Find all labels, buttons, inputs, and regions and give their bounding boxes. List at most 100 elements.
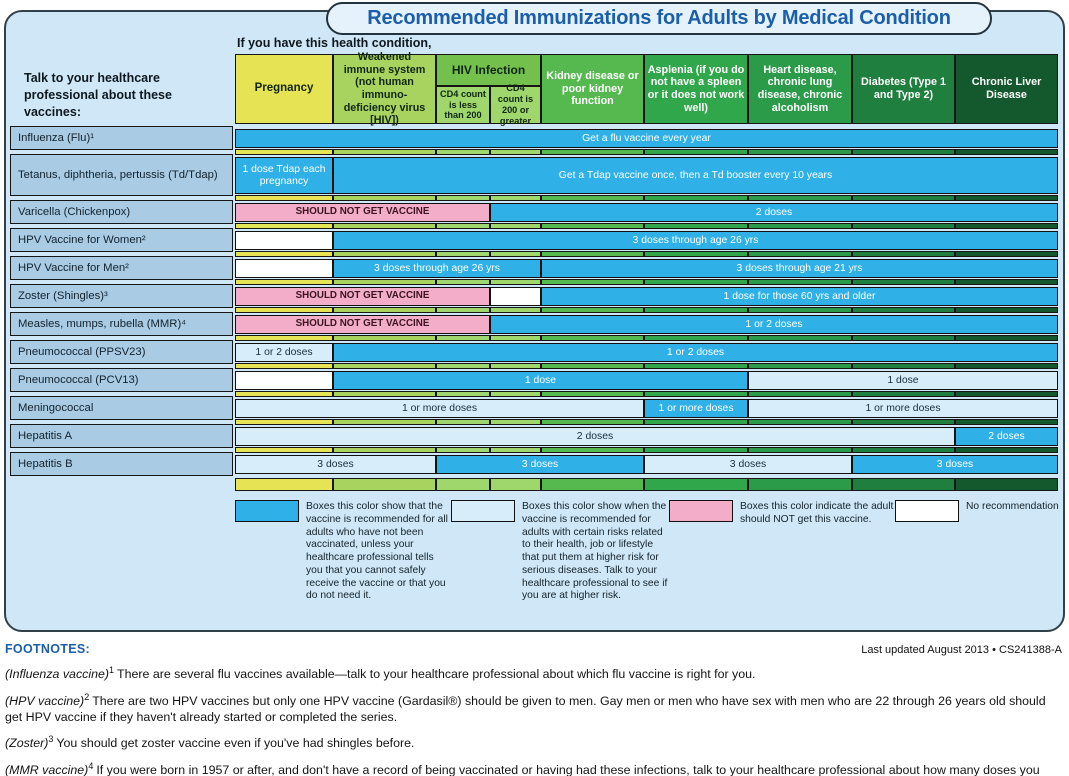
strip-segment [748, 363, 852, 369]
vaccine-prompt: Talk to your healthcare professional abo… [24, 71, 172, 119]
dose-cells: SHOULD NOT GET VACCINE 1 dose for those 6… [235, 287, 1059, 306]
strip-segment [235, 149, 333, 155]
vaccine-row: Meningococcal 1 or more doses 1 or more do… [10, 396, 1059, 420]
vaccine-row: Tetanus, diphtheria, pertussis (Td/Tdap)… [10, 154, 1059, 196]
strip-segment [235, 335, 333, 341]
column-color-strip [235, 251, 1059, 257]
vaccine-row-label: Meningococcal [10, 396, 233, 420]
strip-segment [333, 195, 436, 201]
strip-segment [436, 279, 490, 285]
strip-segment [490, 279, 541, 285]
footnote-lead: (Zoster) [5, 736, 49, 751]
column-color-strip [235, 335, 1059, 341]
strip-segment [644, 279, 748, 285]
strip-segment [541, 195, 644, 201]
strip-segment [333, 419, 436, 425]
table-header: Talk to your healthcare professional abo… [10, 51, 1059, 126]
vaccine-row-label: Pneumococcal (PCV13) [10, 368, 233, 392]
strip-segment [490, 363, 541, 369]
strip-segment [235, 251, 333, 257]
strip-segment [436, 223, 490, 229]
strip-segment [644, 335, 748, 341]
vaccine-row: Zoster (Shingles)³ SHOULD NOT GET VACCINE… [10, 284, 1059, 308]
footnote-lead: (HPV vaccine) [5, 693, 85, 708]
strip-segment [490, 149, 541, 155]
strip-segment [955, 447, 1058, 453]
strip-segment [490, 391, 541, 397]
column-header-asplenia: Asplenia (if you do not have a spleen or… [644, 54, 748, 124]
vaccine-row-label: Measles, mumps, rubella (MMR)⁴ [10, 312, 233, 336]
column-header-cd4-less-200: CD4 count is less than 200 [436, 86, 490, 124]
legend-text-recommended: Boxes this color show that the vaccine i… [306, 501, 448, 602]
legend-item-risk: Boxes this color show when the vaccine i… [451, 500, 669, 603]
strip-segment [644, 195, 748, 201]
column-header-chronic-liver: Chronic Liver Disease [955, 54, 1058, 124]
strip-segment [436, 149, 490, 155]
strip-segment [955, 223, 1058, 229]
column-color-strip [235, 419, 1059, 425]
footnote-mmr: (MMR vaccine)4 If you were born in 1957 o… [5, 761, 1062, 776]
strip-segment [490, 447, 541, 453]
strip-segment [852, 419, 955, 425]
legend-item-no-recommendation: No recommendation [895, 500, 1059, 603]
strip-segment [955, 195, 1058, 201]
footnote-text: There are two HPV vaccines but only one … [5, 693, 1046, 724]
strip-segment [748, 251, 852, 257]
footnote-lead: (MMR vaccine) [5, 763, 89, 776]
dose-cell-none [235, 259, 333, 278]
strip-segment [436, 447, 490, 453]
column-color-strip [235, 363, 1059, 369]
strip-segment [748, 279, 852, 285]
vaccine-row-label: HPV Vaccine for Women² [10, 228, 233, 252]
legend-text-risk: Boxes this color show when the vaccine i… [522, 501, 668, 602]
vaccine-row: HPV Vaccine for Women² 3 doses through ag… [10, 228, 1059, 252]
dose-cells: 1 dose 1 dose [235, 371, 1059, 390]
strip-segment [955, 279, 1058, 285]
dose-cell-rec: 1 or 2 doses [490, 315, 1058, 334]
vaccine-row: Measles, mumps, rubella (MMR)⁴ SHOULD NOT… [10, 312, 1059, 336]
dose-cell-rec: 1 or more doses [644, 399, 748, 418]
column-color-strip [235, 195, 1059, 201]
strip-segment [235, 223, 333, 229]
strip-segment [644, 447, 748, 453]
page-title-text: Recommended Immunizations for Adults by … [367, 7, 951, 29]
strip-segment [235, 478, 333, 491]
strip-segment [436, 307, 490, 313]
dose-cell-risk: 1 or 2 doses [235, 343, 333, 362]
strip-segment [436, 335, 490, 341]
strip-segment [748, 478, 852, 491]
dose-cell-rec: 1 or 2 doses [333, 343, 1058, 362]
strip-segment [235, 195, 333, 201]
strip-segment [644, 363, 748, 369]
dose-cells: 3 doses through age 26 yrs [235, 231, 1059, 250]
strip-segment [541, 478, 644, 491]
strip-segment [541, 279, 644, 285]
strip-segment [541, 149, 644, 155]
dose-cells: 3 doses through age 26 yrs 3 doses throug… [235, 259, 1059, 278]
column-color-strip [235, 307, 1059, 313]
dose-cells: Get a flu vaccine every year [235, 129, 1059, 148]
condition-prompt: If you have this health condition, [237, 36, 432, 50]
vaccine-row-label: Hepatitis A [10, 424, 233, 448]
dose-cell-rec: 3 doses through age 26 yrs [333, 231, 1058, 250]
dose-cells: SHOULD NOT GET VACCINE 1 or 2 doses [235, 315, 1059, 334]
strip-segment [955, 149, 1058, 155]
strip-segment [490, 419, 541, 425]
dose-cell-not: SHOULD NOT GET VACCINE [235, 315, 490, 334]
dose-cells: 3 doses 3 doses 3 doses 3 doses [235, 455, 1059, 474]
bottom-column-color-strip [235, 478, 1059, 491]
footnote-sup: 4 [88, 760, 94, 771]
footnote-sup: 2 [84, 691, 90, 702]
dose-cell-rec: Get a Tdap vaccine once, then a Td boost… [333, 157, 1058, 194]
strip-segment [541, 307, 644, 313]
strip-segment [490, 478, 541, 491]
strip-segment [436, 391, 490, 397]
footnotes-heading: FOOTNOTES: [5, 642, 90, 656]
dose-cells: 2 doses 2 doses [235, 427, 1059, 446]
strip-segment [541, 447, 644, 453]
page-title: Recommended Immunizations for Adults by … [326, 2, 992, 35]
footnotes-header-line: FOOTNOTES: Last updated August 2013 • CS… [5, 642, 1062, 656]
strip-segment [852, 363, 955, 369]
strip-segment [852, 335, 955, 341]
